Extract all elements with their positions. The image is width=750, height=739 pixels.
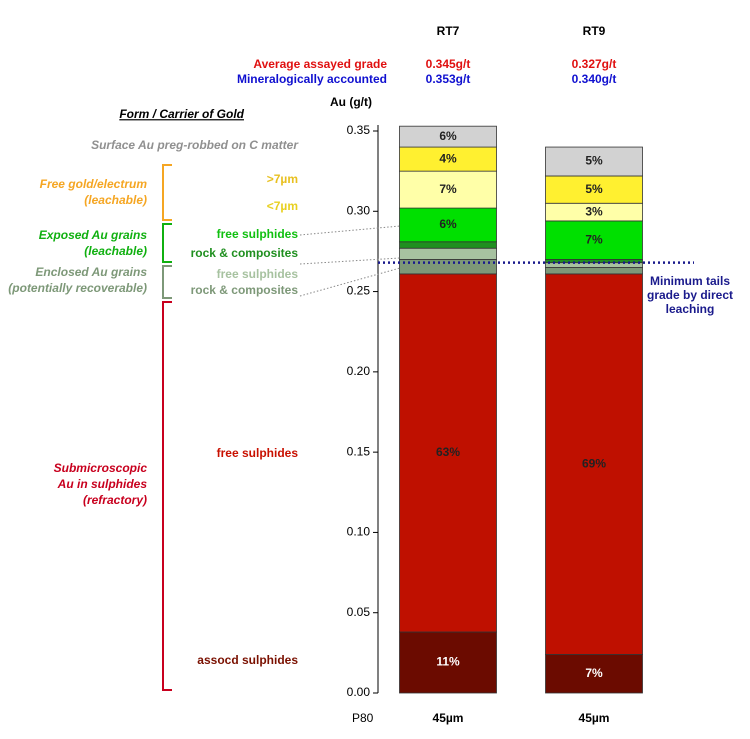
- y-axis-label: Au (g/t): [330, 95, 372, 109]
- bar-segment: [399, 146, 497, 172]
- value-label: 6%: [439, 129, 457, 143]
- group-line: Au in sulphides: [57, 477, 148, 491]
- p80-value: 45µm: [433, 711, 464, 725]
- header-value: 0.353g/t: [426, 72, 471, 86]
- group-bracket: [162, 164, 172, 221]
- leader-line: [299, 257, 401, 265]
- bar-segment: [399, 631, 497, 694]
- y-tick-label: 0.10: [347, 525, 371, 539]
- y-tick-label: 0.15: [347, 444, 371, 458]
- p80-label: P80: [352, 711, 374, 725]
- reference-label: Minimum tails grade by direct leaching: [647, 274, 733, 316]
- value-label: 3%: [585, 204, 603, 218]
- value-label: 7%: [585, 666, 603, 680]
- bar-segment: [399, 247, 497, 260]
- reference-label-line: grade by direct: [647, 288, 733, 302]
- series-label: Surface Au preg-robbed on C matter: [91, 138, 299, 152]
- group-title: Submicroscopic: [54, 461, 148, 475]
- series-label: rock & composites: [191, 283, 299, 297]
- header-value: 0.340g/t: [572, 72, 617, 86]
- header-value: 0.345g/t: [426, 57, 471, 71]
- value-label: 63%: [436, 445, 460, 459]
- y-tick-label: 0.05: [347, 605, 371, 619]
- value-label: 69%: [582, 456, 606, 470]
- category-label: RT7: [437, 24, 460, 38]
- category-label: RT9: [583, 24, 606, 38]
- series-label: assocd sulphides: [197, 653, 298, 667]
- group-title: Exposed Au grains: [39, 228, 148, 242]
- bar-segment: [545, 175, 643, 204]
- group-line: (potentially recoverable): [8, 281, 147, 295]
- group-title: Enclosed Au grains: [35, 265, 147, 279]
- series-label: >7µm: [267, 172, 298, 186]
- group-bracket: [162, 265, 172, 299]
- group-line: (refractory): [83, 493, 147, 507]
- y-tick-label: 0.25: [347, 284, 371, 298]
- leader-line: [299, 225, 401, 236]
- group-bracket: [162, 223, 172, 263]
- value-label: 6%: [439, 217, 457, 231]
- series-label: rock & composites: [191, 246, 299, 260]
- series-label: <7µm: [267, 199, 298, 213]
- p80-value: 45µm: [579, 711, 610, 725]
- value-label: 5%: [585, 182, 603, 196]
- value-label: 11%: [436, 655, 460, 669]
- reference-label-line: leaching: [666, 302, 715, 316]
- value-label: 5%: [585, 154, 603, 168]
- group-title: Free gold/electrum: [40, 177, 148, 191]
- series-label: free sulphides: [217, 446, 299, 460]
- y-tick-label: 0.00: [347, 685, 371, 699]
- header-value: 0.327g/t: [572, 57, 617, 71]
- bar-segment: [545, 654, 643, 694]
- header-label: Average assayed grade: [253, 57, 387, 71]
- bar-segment: [399, 125, 497, 148]
- value-label: 7%: [585, 232, 603, 246]
- series-label: free sulphides: [217, 227, 299, 241]
- y-tick-label: 0.20: [347, 364, 371, 378]
- y-tick-label: 0.30: [347, 203, 371, 217]
- group-bracket: [162, 301, 172, 691]
- value-label: 4%: [439, 151, 457, 165]
- bar-segment: [545, 146, 643, 177]
- bar-segment: [399, 241, 497, 249]
- reference-label-line: Minimum tails: [650, 274, 730, 288]
- header-label: Mineralogically accounted: [237, 72, 387, 86]
- bar-segment: [399, 273, 497, 633]
- series-label: free sulphides: [217, 267, 299, 281]
- value-label: 7%: [439, 182, 457, 196]
- left-header: Form / Carrier of Gold: [119, 107, 244, 121]
- group-line: (leachable): [84, 244, 147, 258]
- bar-segment: [545, 220, 643, 260]
- bar-segment: [545, 267, 643, 275]
- y-tick-label: 0.35: [347, 123, 371, 137]
- group-line: (leachable): [84, 193, 147, 207]
